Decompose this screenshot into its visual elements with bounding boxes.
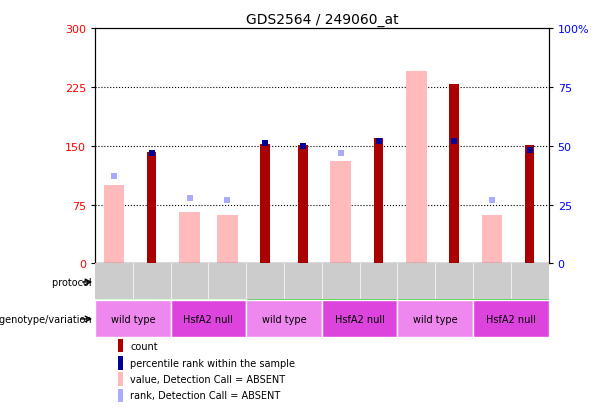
Bar: [473, 301, 549, 337]
Bar: [374, 138, 383, 264]
Text: count: count: [131, 341, 158, 351]
Bar: [449, 85, 459, 264]
Text: rank, Detection Call = ABSENT: rank, Detection Call = ABSENT: [131, 390, 281, 400]
Text: wild type: wild type: [110, 314, 155, 324]
Text: HsfA2 null: HsfA2 null: [183, 314, 234, 324]
Bar: [406, 72, 427, 264]
Text: genotype/variation: genotype/variation: [0, 314, 95, 324]
Text: 37 C, 24 C, 44 C: 37 C, 24 C, 44 C: [433, 277, 512, 287]
Bar: [118, 356, 123, 370]
Bar: [104, 185, 124, 264]
Text: percentile rank within the sample: percentile rank within the sample: [131, 358, 295, 368]
Text: HsfA2 null: HsfA2 null: [335, 314, 384, 324]
Bar: [246, 301, 322, 337]
Bar: [118, 373, 123, 386]
Bar: [246, 264, 397, 301]
Text: value, Detection Call = ABSENT: value, Detection Call = ABSENT: [131, 374, 286, 384]
Text: protocol: protocol: [52, 277, 95, 287]
Text: untreated: untreated: [147, 277, 195, 287]
Text: wild type: wild type: [413, 314, 457, 324]
Bar: [330, 162, 351, 264]
Bar: [397, 264, 549, 301]
Bar: [95, 301, 170, 337]
Bar: [179, 213, 200, 264]
Bar: [525, 145, 535, 264]
Bar: [170, 301, 246, 337]
Bar: [147, 153, 156, 264]
Bar: [261, 145, 270, 264]
Text: wild type: wild type: [262, 314, 306, 324]
Bar: [298, 145, 308, 264]
Bar: [482, 215, 502, 264]
Text: HsfA2 null: HsfA2 null: [486, 314, 536, 324]
Bar: [322, 301, 397, 337]
Bar: [118, 339, 123, 352]
Title: GDS2564 / 249060_at: GDS2564 / 249060_at: [246, 12, 398, 26]
Text: 37 C: 37 C: [311, 277, 333, 287]
Bar: [217, 215, 238, 264]
Bar: [397, 301, 473, 337]
Bar: [95, 264, 246, 301]
Bar: [118, 389, 123, 402]
